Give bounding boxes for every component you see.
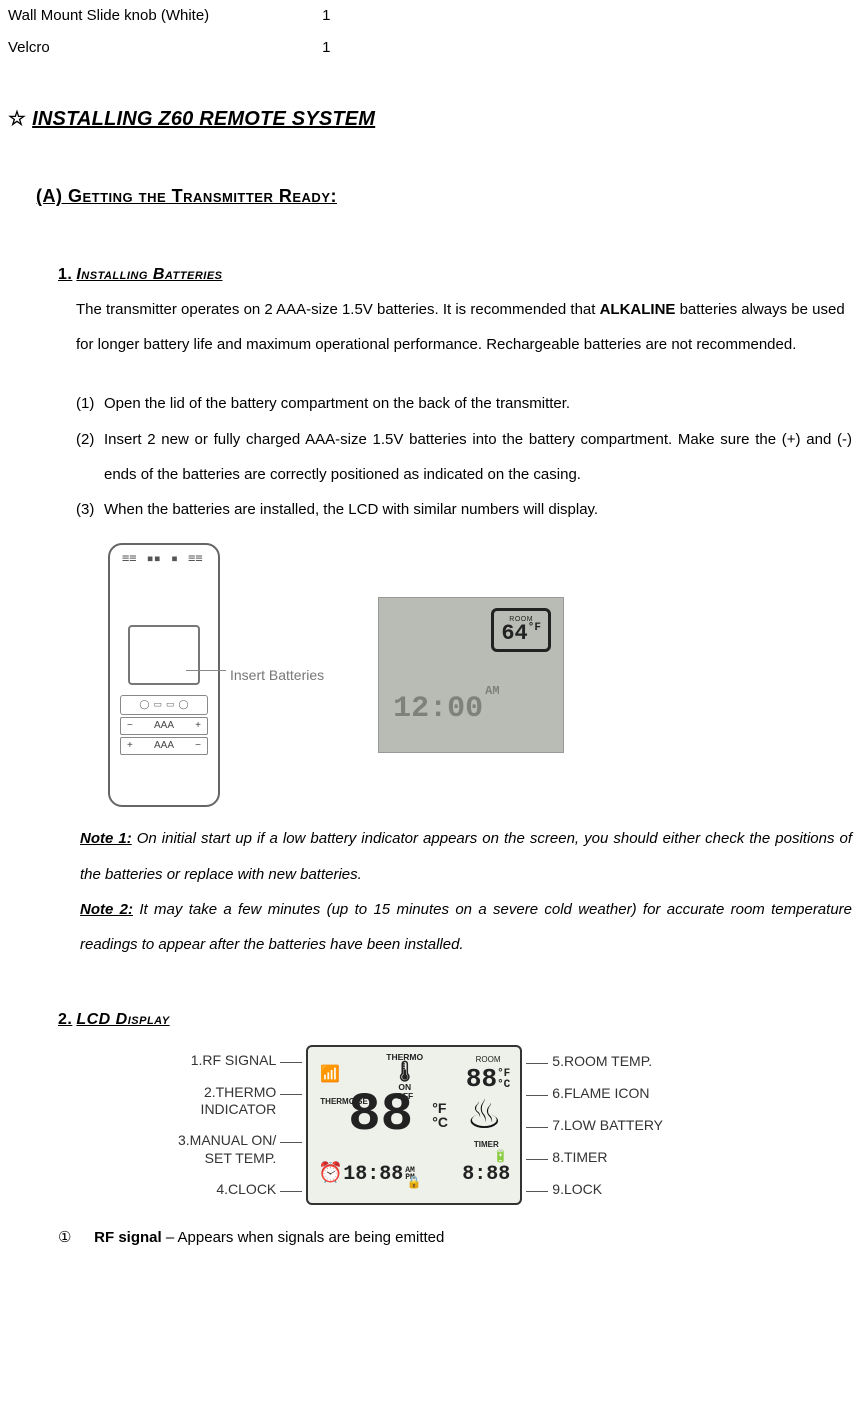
lcd-label: 9.LOCK: [552, 1181, 663, 1199]
def-text: – Appears when signals are being emitted: [162, 1229, 445, 1246]
step-text: Insert 2 new or fully charged AAA-size 1…: [104, 422, 852, 493]
subsection-number: 2.: [58, 1011, 72, 1028]
flame-icon: ♨: [466, 1095, 502, 1135]
step-num: (3): [76, 492, 104, 527]
temp-unit: °F °C: [432, 1101, 448, 1129]
step: (3) When the batteries are installed, th…: [76, 492, 852, 527]
clock-value: 12:00AM: [393, 676, 499, 742]
lcd-label: 8.TIMER: [552, 1149, 663, 1167]
room-value: 64°F: [501, 623, 541, 645]
steps-list: (1) Open the lid of the battery compartm…: [76, 386, 852, 527]
subsection-1-body: The transmitter operates on 2 AAA-size 1…: [76, 292, 850, 363]
parts-list: Wall Mount Slide knob (White) 1 Velcro 1: [8, 0, 856, 63]
step-text: Open the lid of the battery compartment …: [104, 386, 852, 421]
notes: Note 1: On initial start up if a low bat…: [80, 821, 852, 962]
lcd-label: 2.THERMO INDICATOR: [178, 1084, 276, 1119]
rf-signal-icon: 📶: [320, 1057, 340, 1092]
subsection-title: Installing Batteries: [76, 266, 222, 283]
room-temp: ROOM 88°F °C: [466, 1051, 510, 1091]
subsection-number: 1.: [58, 266, 72, 283]
room-temp-box: ROOM 64°F: [491, 608, 551, 652]
step: (1) Open the lid of the battery compartm…: [76, 386, 852, 421]
batt-sign: −: [195, 735, 201, 757]
section-title-text: INSTALLING Z60 REMOTE SYSTEM: [32, 108, 375, 130]
clock-segment: ⏰18:88AM PM: [318, 1153, 415, 1197]
timer-segment: TIMER8:88: [462, 1136, 510, 1198]
batt-sign: +: [127, 735, 133, 757]
lcd-labels-left: 1.RF SIGNAL 2.THERMO INDICATOR 3.MANUAL …: [178, 1045, 306, 1205]
remote-window: [128, 625, 200, 685]
remote-back: ≡≡▪▪▪≡≡ ◯▭▭◯ − AAA + + AAA −: [108, 543, 220, 807]
lcd-label: 4.CLOCK: [178, 1181, 276, 1199]
part-qty: 1: [322, 0, 330, 32]
star-icon: ☆: [8, 97, 26, 141]
part-label: Wall Mount Slide knob (White): [8, 0, 318, 32]
body-bold: ALKALINE: [600, 301, 676, 318]
lcd-label: 5.ROOM TEMP.: [552, 1053, 663, 1071]
lock-icon: 🔒: [407, 1169, 422, 1195]
batt-label: AAA: [154, 715, 174, 737]
parts-row: Velcro 1: [8, 32, 856, 64]
lcd-label: 3.MANUAL ON/ SET TEMP.: [178, 1132, 276, 1167]
lcd-screen: 📶 THERMO 🌡 ONOFF ROOM 88°F °C THERMO SET…: [306, 1045, 522, 1205]
step-num: (1): [76, 386, 104, 421]
subsection-2-heading: 2.LCD Display: [58, 1002, 856, 1037]
circled-number: ①: [58, 1221, 90, 1254]
part-qty: 1: [322, 32, 330, 64]
battery-slot: + AAA −: [120, 737, 208, 755]
step: (2) Insert 2 new or fully charged AAA-si…: [76, 422, 852, 493]
ampm: AM: [485, 678, 499, 704]
remote-panel: ◯▭▭◯: [120, 695, 208, 715]
note-text: It may take a few minutes (up to 15 minu…: [80, 901, 852, 953]
lcd-label: 1.RF SIGNAL: [178, 1052, 276, 1070]
part-label: Velcro: [8, 32, 318, 64]
lcd-label: 6.FLAME ICON: [552, 1085, 663, 1103]
section-a-heading: (A) Getting the Transmitter Ready:: [36, 177, 856, 217]
step-num: (2): [76, 422, 104, 493]
diagram-row: ≡≡▪▪▪≡≡ ◯▭▭◯ − AAA + + AAA − Insert Batt…: [108, 543, 856, 807]
definition-1: ① RF signal – Appears when signals are b…: [58, 1221, 856, 1254]
section-title: ☆ INSTALLING Z60 REMOTE SYSTEM: [8, 97, 856, 141]
set-temp-value: 88: [348, 1097, 413, 1135]
lcd-label: 7.LOW BATTERY: [552, 1117, 663, 1135]
remote-diagram: ≡≡▪▪▪≡≡ ◯▭▭◯ − AAA + + AAA − Insert Batt…: [108, 543, 324, 807]
lcd-diagram: 1.RF SIGNAL 2.THERMO INDICATOR 3.MANUAL …: [178, 1045, 856, 1205]
lcd-labels-right: 5.ROOM TEMP. 6.FLAME ICON 7.LOW BATTERY …: [522, 1045, 663, 1205]
batt-label: AAA: [154, 735, 174, 757]
remote-vents: ≡≡▪▪▪≡≡: [122, 555, 203, 562]
parts-row: Wall Mount Slide knob (White) 1: [8, 0, 856, 32]
note-label: Note 2:: [80, 901, 133, 918]
subsection-1-heading: 1.Installing Batteries: [58, 257, 856, 292]
thermometer-icon: 🌡: [386, 1062, 423, 1083]
batt-sign: +: [195, 715, 201, 737]
body-text: The transmitter operates on 2 AAA-size 1…: [76, 301, 600, 318]
lcd-preview: ROOM 64°F 12:00AM: [378, 597, 564, 753]
subsection-title: LCD Display: [76, 1011, 169, 1028]
insert-batteries-label: Insert Batteries: [230, 660, 324, 691]
def-term: RF signal: [94, 1229, 162, 1246]
note-text: On initial start up if a low battery ind…: [80, 830, 852, 882]
step-text: When the batteries are installed, the LC…: [104, 492, 852, 527]
battery-slot: − AAA +: [120, 717, 208, 735]
note-label: Note 1:: [80, 830, 132, 847]
batt-sign: −: [127, 715, 133, 737]
